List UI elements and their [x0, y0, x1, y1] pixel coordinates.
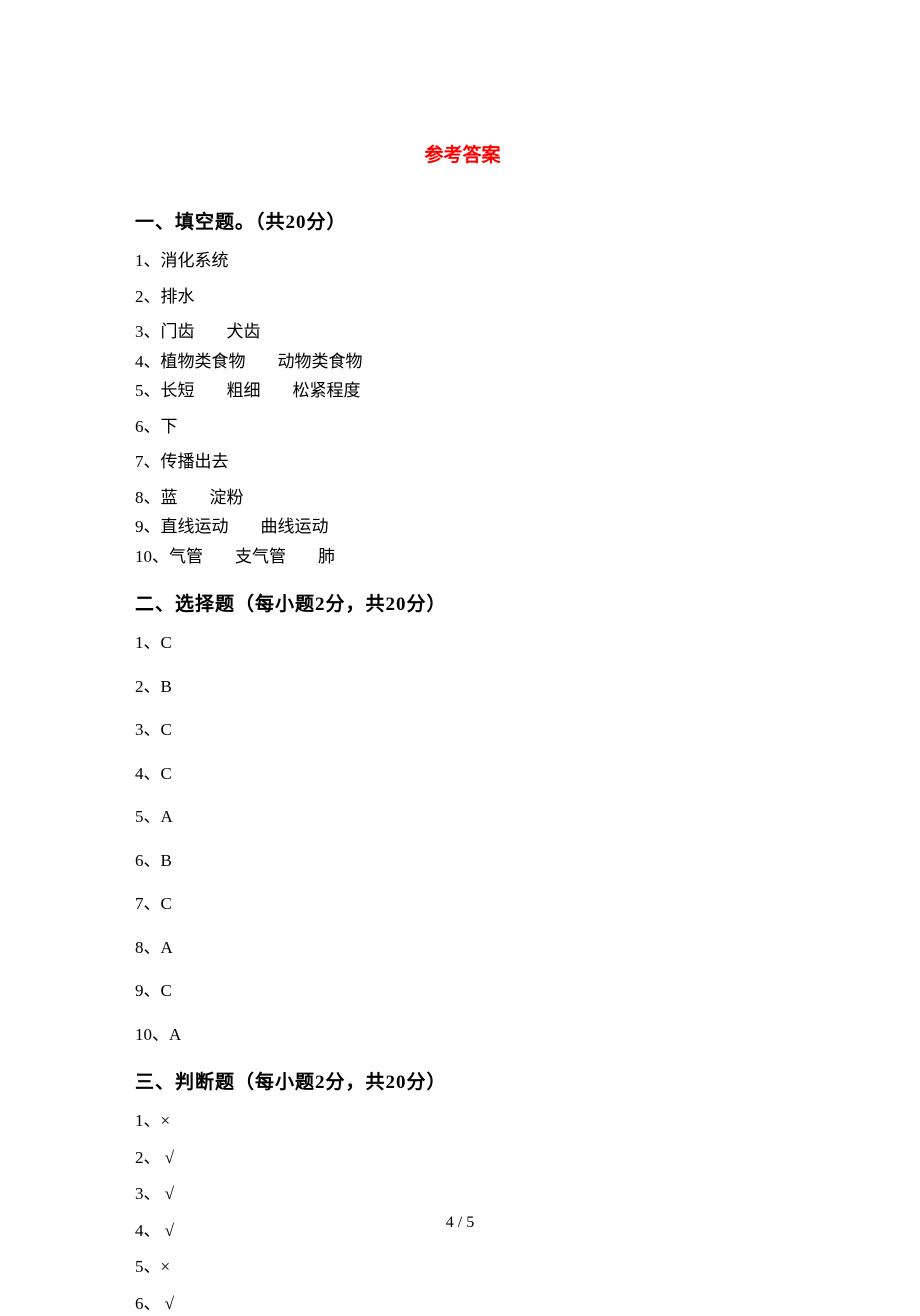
- answer-item: 5、A: [135, 804, 790, 830]
- section-3-answers: 1、×2、 √3、 √4、 √5、×6、 √: [135, 1108, 790, 1316]
- answer-text: √: [161, 1184, 175, 1203]
- answer-number: 1、: [135, 1111, 161, 1130]
- answer-text: B: [161, 851, 172, 870]
- answer-text: A: [169, 1025, 181, 1044]
- answer-text: 动物类食物: [278, 352, 363, 371]
- answer-number: 10、: [135, 1025, 169, 1044]
- answer-item: 1、消化系统: [135, 248, 790, 274]
- answer-text: 支气管: [235, 547, 286, 566]
- answer-item: 2、 √: [135, 1145, 790, 1171]
- answer-number: 7、: [135, 894, 161, 913]
- answer-text: 粗细: [227, 381, 261, 400]
- answer-number: 3、: [135, 322, 161, 341]
- answer-text: 犬齿: [227, 322, 261, 341]
- answer-item: 10、A: [135, 1022, 790, 1048]
- answer-text: √: [161, 1294, 175, 1313]
- answer-number: 6、: [135, 1294, 161, 1313]
- section-3-heading: 三、判断题（每小题2分，共20分）: [135, 1067, 790, 1094]
- answer-text: 曲线运动: [261, 517, 329, 536]
- answer-number: 4、: [135, 764, 161, 783]
- answer-number: 5、: [135, 381, 161, 400]
- answer-item: 5、×: [135, 1254, 790, 1280]
- answer-text: B: [161, 677, 172, 696]
- answer-number: 6、: [135, 417, 161, 436]
- answer-number: 5、: [135, 1257, 161, 1276]
- answer-number: 6、: [135, 851, 161, 870]
- answer-number: 5、: [135, 807, 161, 826]
- answer-text: C: [161, 764, 172, 783]
- answer-text: 气管: [169, 547, 203, 566]
- section-1-heading: 一、填空题。（共20分）: [135, 207, 790, 234]
- answer-number: 10、: [135, 547, 169, 566]
- answer-item: 9、C: [135, 978, 790, 1004]
- answer-item: 8、A: [135, 935, 790, 961]
- answer-item: 4、C: [135, 761, 790, 787]
- answer-text: ×: [161, 1111, 171, 1130]
- answer-item: 8、蓝 淀粉: [135, 485, 790, 511]
- answer-number: 8、: [135, 488, 161, 507]
- answer-item: 9、直线运动 曲线运动: [135, 514, 790, 540]
- answer-number: 3、: [135, 1184, 161, 1203]
- answer-text: 门齿: [161, 322, 195, 341]
- answer-number: 4、: [135, 352, 161, 371]
- answer-text: 直线运动: [161, 517, 229, 536]
- answer-text: A: [161, 807, 173, 826]
- answer-item: 3、门齿 犬齿: [135, 319, 790, 345]
- answer-number: 2、: [135, 1148, 161, 1167]
- answer-text: √: [161, 1148, 175, 1167]
- page-title: 参考答案: [135, 140, 790, 167]
- answer-number: 2、: [135, 677, 161, 696]
- answer-number: 7、: [135, 452, 161, 471]
- answer-item: 7、C: [135, 891, 790, 917]
- section-2-heading: 二、选择题（每小题2分，共20分）: [135, 589, 790, 616]
- answer-text: 肺: [318, 547, 335, 566]
- answer-text: 排水: [161, 287, 195, 306]
- page-number: 4 / 5: [0, 1214, 920, 1232]
- answer-text: 传播出去: [161, 452, 229, 471]
- answer-item: 6、下: [135, 414, 790, 440]
- answer-item: 6、B: [135, 848, 790, 874]
- answer-text: 蓝: [161, 488, 178, 507]
- answer-item: 3、C: [135, 717, 790, 743]
- answer-number: 9、: [135, 981, 161, 1000]
- section-1-answers: 1、消化系统2、排水3、门齿犬齿4、植物类食物动物类食物5、长短粗细松紧程度6、…: [135, 248, 790, 569]
- answer-text: C: [161, 981, 172, 1000]
- answer-number: 1、: [135, 251, 161, 270]
- answer-number: 3、: [135, 720, 161, 739]
- answer-number: 8、: [135, 938, 161, 957]
- answer-text: A: [161, 938, 173, 957]
- answer-number: 2、: [135, 287, 161, 306]
- section-1: 一、填空题。（共20分） 1、消化系统2、排水3、门齿犬齿4、植物类食物动物类食…: [135, 207, 790, 569]
- answer-item: 1、C: [135, 630, 790, 656]
- answer-text: 松紧程度: [293, 381, 361, 400]
- answer-item: 2、B: [135, 674, 790, 700]
- answer-text: 下: [161, 417, 178, 436]
- answer-item: 5、长短 粗细 松紧程度: [135, 378, 790, 404]
- answer-item: 3、 √: [135, 1181, 790, 1207]
- answer-text: 长短: [161, 381, 195, 400]
- answer-item: 1、×: [135, 1108, 790, 1134]
- answer-item: 7、传播出去: [135, 449, 790, 475]
- answer-text: C: [161, 720, 172, 739]
- answer-text: ×: [161, 1257, 171, 1276]
- answer-item: 6、 √: [135, 1291, 790, 1316]
- answer-text: C: [161, 633, 172, 652]
- answer-item: 2、排水: [135, 284, 790, 310]
- section-2: 二、选择题（每小题2分，共20分） 1、C2、B3、C4、C5、A6、B7、C8…: [135, 589, 790, 1047]
- answer-item: 10、气管 支气管 肺: [135, 544, 790, 570]
- section-2-answers: 1、C2、B3、C4、C5、A6、B7、C8、A9、C10、A: [135, 630, 790, 1047]
- answer-text: 消化系统: [161, 251, 229, 270]
- answer-text: 淀粉: [210, 488, 244, 507]
- answer-item: 4、植物类食物 动物类食物: [135, 349, 790, 375]
- answer-text: 植物类食物: [161, 352, 246, 371]
- answer-number: 1、: [135, 633, 161, 652]
- answer-number: 9、: [135, 517, 161, 536]
- answer-text: C: [161, 894, 172, 913]
- section-3: 三、判断题（每小题2分，共20分） 1、×2、 √3、 √4、 √5、×6、 √: [135, 1067, 790, 1316]
